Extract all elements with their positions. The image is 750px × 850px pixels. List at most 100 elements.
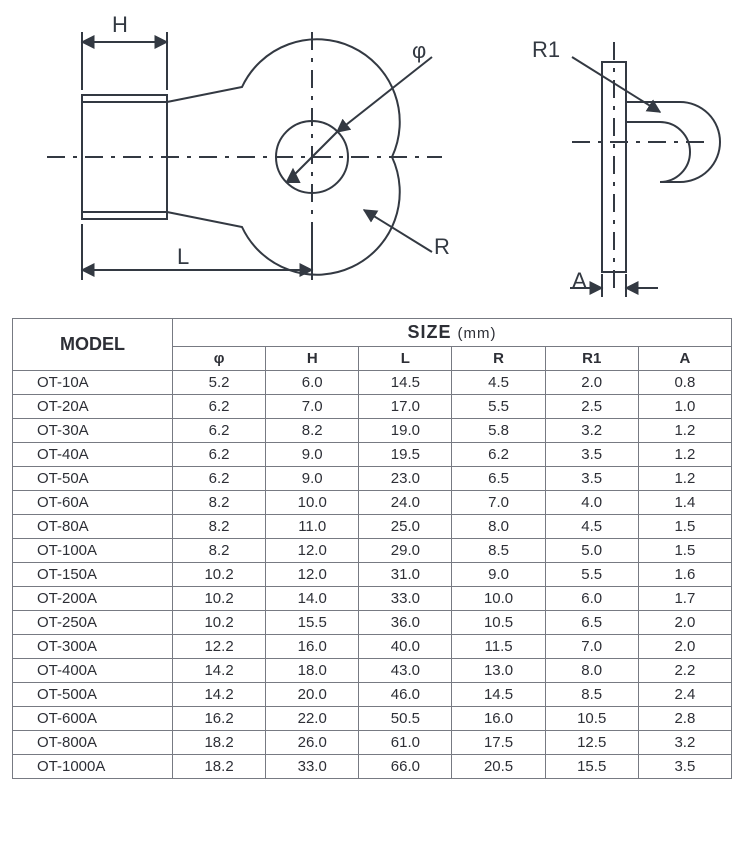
value-cell: 6.0 bbox=[545, 587, 638, 611]
value-cell: 14.2 bbox=[173, 659, 266, 683]
size-unit: (mm) bbox=[458, 325, 497, 342]
value-cell: 1.5 bbox=[638, 539, 731, 563]
col-l: L bbox=[359, 347, 452, 371]
value-cell: 26.0 bbox=[266, 731, 359, 755]
label-l: L bbox=[177, 244, 189, 270]
value-cell: 8.5 bbox=[452, 539, 545, 563]
value-cell: 4.0 bbox=[545, 491, 638, 515]
table-row: OT-250A10.215.536.010.56.52.0 bbox=[13, 611, 732, 635]
value-cell: 33.0 bbox=[359, 587, 452, 611]
table-row: OT-200A10.214.033.010.06.01.7 bbox=[13, 587, 732, 611]
value-cell: 16.2 bbox=[173, 707, 266, 731]
size-label: SIZE bbox=[407, 322, 451, 342]
value-cell: 7.0 bbox=[266, 395, 359, 419]
value-cell: 29.0 bbox=[359, 539, 452, 563]
model-cell: OT-500A bbox=[13, 683, 173, 707]
value-cell: 2.2 bbox=[638, 659, 731, 683]
value-cell: 1.2 bbox=[638, 419, 731, 443]
value-cell: 3.5 bbox=[545, 443, 638, 467]
value-cell: 66.0 bbox=[359, 755, 452, 779]
value-cell: 5.2 bbox=[173, 371, 266, 395]
value-cell: 12.2 bbox=[173, 635, 266, 659]
model-cell: OT-60A bbox=[13, 491, 173, 515]
model-cell: OT-50A bbox=[13, 467, 173, 491]
model-cell: OT-30A bbox=[13, 419, 173, 443]
table-row: OT-500A14.220.046.014.58.52.4 bbox=[13, 683, 732, 707]
value-cell: 2.5 bbox=[545, 395, 638, 419]
col-phi: φ bbox=[173, 347, 266, 371]
value-cell: 36.0 bbox=[359, 611, 452, 635]
model-cell: OT-400A bbox=[13, 659, 173, 683]
value-cell: 16.0 bbox=[452, 707, 545, 731]
table-row: OT-80A8.211.025.08.04.51.5 bbox=[13, 515, 732, 539]
table-row: OT-30A6.28.219.05.83.21.2 bbox=[13, 419, 732, 443]
value-cell: 8.2 bbox=[266, 419, 359, 443]
col-model: MODEL bbox=[13, 319, 173, 371]
value-cell: 8.2 bbox=[173, 539, 266, 563]
value-cell: 4.5 bbox=[452, 371, 545, 395]
value-cell: 5.5 bbox=[452, 395, 545, 419]
value-cell: 8.5 bbox=[545, 683, 638, 707]
value-cell: 6.5 bbox=[545, 611, 638, 635]
label-r1: R1 bbox=[532, 37, 560, 63]
value-cell: 4.5 bbox=[545, 515, 638, 539]
col-r1: R1 bbox=[545, 347, 638, 371]
value-cell: 10.0 bbox=[266, 491, 359, 515]
value-cell: 2.0 bbox=[638, 611, 731, 635]
value-cell: 2.4 bbox=[638, 683, 731, 707]
value-cell: 1.6 bbox=[638, 563, 731, 587]
model-cell: OT-20A bbox=[13, 395, 173, 419]
value-cell: 18.2 bbox=[173, 731, 266, 755]
value-cell: 11.5 bbox=[452, 635, 545, 659]
value-cell: 15.5 bbox=[266, 611, 359, 635]
value-cell: 3.2 bbox=[545, 419, 638, 443]
value-cell: 18.2 bbox=[173, 755, 266, 779]
value-cell: 50.5 bbox=[359, 707, 452, 731]
value-cell: 10.2 bbox=[173, 611, 266, 635]
value-cell: 5.0 bbox=[545, 539, 638, 563]
value-cell: 9.0 bbox=[266, 467, 359, 491]
value-cell: 43.0 bbox=[359, 659, 452, 683]
label-phi: φ bbox=[412, 38, 426, 64]
table-row: OT-60A8.210.024.07.04.01.4 bbox=[13, 491, 732, 515]
table-row: OT-600A16.222.050.516.010.52.8 bbox=[13, 707, 732, 731]
value-cell: 5.8 bbox=[452, 419, 545, 443]
value-cell: 6.5 bbox=[452, 467, 545, 491]
table-row: OT-400A14.218.043.013.08.02.2 bbox=[13, 659, 732, 683]
table-row: OT-1000A18.233.066.020.515.53.5 bbox=[13, 755, 732, 779]
model-cell: OT-600A bbox=[13, 707, 173, 731]
model-cell: OT-200A bbox=[13, 587, 173, 611]
value-cell: 15.5 bbox=[545, 755, 638, 779]
value-cell: 0.8 bbox=[638, 371, 731, 395]
table-body: OT-10A5.26.014.54.52.00.8OT-20A6.27.017.… bbox=[13, 371, 732, 779]
value-cell: 1.4 bbox=[638, 491, 731, 515]
value-cell: 24.0 bbox=[359, 491, 452, 515]
value-cell: 14.5 bbox=[452, 683, 545, 707]
value-cell: 1.2 bbox=[638, 443, 731, 467]
table-row: OT-50A6.29.023.06.53.51.2 bbox=[13, 467, 732, 491]
value-cell: 16.0 bbox=[266, 635, 359, 659]
technical-drawing: H φ L R R1 A bbox=[12, 12, 732, 302]
col-h: H bbox=[266, 347, 359, 371]
model-cell: OT-10A bbox=[13, 371, 173, 395]
value-cell: 18.0 bbox=[266, 659, 359, 683]
value-cell: 6.2 bbox=[452, 443, 545, 467]
value-cell: 13.0 bbox=[452, 659, 545, 683]
value-cell: 19.0 bbox=[359, 419, 452, 443]
value-cell: 8.0 bbox=[545, 659, 638, 683]
value-cell: 20.5 bbox=[452, 755, 545, 779]
value-cell: 12.0 bbox=[266, 563, 359, 587]
value-cell: 10.0 bbox=[452, 587, 545, 611]
size-table: MODEL SIZE (mm) φ H L R R1 A OT-10A5.26.… bbox=[12, 318, 732, 779]
value-cell: 9.0 bbox=[266, 443, 359, 467]
model-cell: OT-150A bbox=[13, 563, 173, 587]
value-cell: 6.0 bbox=[266, 371, 359, 395]
value-cell: 8.0 bbox=[452, 515, 545, 539]
col-a: A bbox=[638, 347, 731, 371]
value-cell: 8.2 bbox=[173, 491, 266, 515]
value-cell: 14.2 bbox=[173, 683, 266, 707]
drawing-svg bbox=[12, 12, 732, 302]
table-row: OT-40A6.29.019.56.23.51.2 bbox=[13, 443, 732, 467]
model-cell: OT-1000A bbox=[13, 755, 173, 779]
value-cell: 40.0 bbox=[359, 635, 452, 659]
